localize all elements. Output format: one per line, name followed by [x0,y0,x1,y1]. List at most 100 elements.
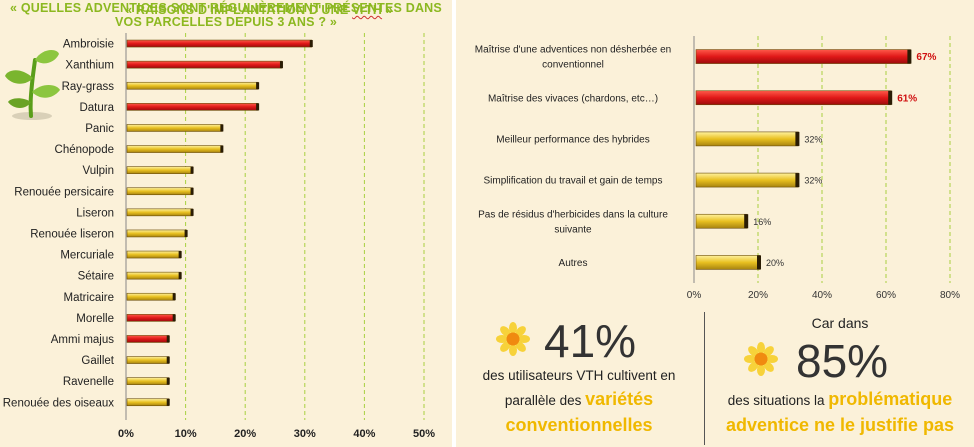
left-category-label: Xanthium [65,60,114,72]
left-chart-title: « QUELLES ADVENTICES SONT RÉGULIÈREMENT … [4,1,448,29]
info-right-line1-plain: des situations la [727,393,829,408]
left-bar-end [309,40,313,48]
right-category-label: suivante [554,224,592,235]
info-block-right: Car dans 85% des situations la problémat… [706,310,974,447]
right-x-tick-label: 80% [940,290,960,301]
left-bar [126,356,170,364]
right-bar-end [757,255,761,270]
left-bar-end [166,398,170,406]
left-category-label: Matricaire [64,292,114,304]
right-title-prefix: « RAISONS D'IMPLANTATION D'UNE [125,3,353,17]
info-right-line2: adventice ne le justifie pas [706,416,974,436]
info-left-line3: conventionnelles [456,416,702,436]
left-x-tick-label: 50% [413,428,435,440]
left-bar-end [184,229,188,237]
right-bar [695,213,748,229]
sun-flower-icon [496,322,530,356]
left-bar-end [190,166,194,174]
left-bar-end [166,335,170,343]
left-category-label: Vulpin [82,165,114,177]
left-category-label: Ray-grass [62,81,115,93]
info-right-highlight-problematique: problématique [828,389,953,409]
right-category-label: Pas de résidus d'herbicides dans la cult… [478,209,668,220]
info-right-line1: des situations la problématique [706,390,974,410]
left-bar [126,39,313,48]
left-bar [126,103,259,111]
right-bar [695,90,892,106]
left-category-label: Chénopode [55,144,114,156]
left-bar [126,60,283,69]
left-bar-end [178,272,182,280]
right-x-tick-label: 60% [876,290,896,301]
left-category-label: Ravenelle [63,376,114,388]
info-left-line2: parallèle des variétés [456,390,702,410]
right-bar-end [907,49,912,64]
left-bar-end [178,251,182,259]
info-left-highlight-varietes: variétés [585,389,654,409]
panel-gap [452,0,456,447]
right-data-label: 67% [916,52,936,63]
right-bar-end [795,131,800,146]
left-bar-end [256,103,260,111]
sun-flower-icon [744,342,778,376]
right-data-label: 61% [897,93,917,104]
info-left-highlight-conventionnelles: conventionnelles [505,415,653,435]
left-category-label: Ammi majus [51,334,115,346]
left-x-tick-label: 10% [175,428,197,440]
left-title-line1: « QUELLES ADVENTICES SONT RÉGULIÈREMENT … [10,1,442,15]
right-data-label: 16% [753,217,771,227]
left-category-label: Renouée persicaire [14,186,114,198]
left-category-label: Renouée des oiseaux [3,397,114,409]
left-bar [126,166,193,174]
left-bar [126,250,181,259]
left-bar-end [172,314,176,322]
right-category-label: Maîtrise des vivaces (chardons, etc…) [488,93,658,104]
left-x-tick-label: 30% [294,428,316,440]
right-data-label: 20% [766,258,784,268]
left-category-label: Mercuriale [60,250,114,262]
right-category-label: Meilleur performance des hybrides [496,134,649,145]
right-category-label: Autres [559,258,588,269]
left-bar-end [256,82,260,90]
left-bar [126,145,223,153]
right-bar-end [795,173,800,188]
plant-sprout-icon [5,50,60,120]
left-bar-end [166,377,170,385]
right-x-tick-label: 40% [812,290,832,301]
right-category-label: conventionnel [542,60,604,71]
left-bar-end [220,145,224,153]
left-bar [126,271,181,280]
left-bar [126,335,170,343]
right-bar [695,255,761,270]
left-category-label: Morelle [76,313,114,325]
left-bar [126,124,223,132]
left-bar [126,398,170,407]
info-divider [704,312,705,445]
left-bar-end [190,187,194,195]
left-panel [0,0,452,447]
right-x-tick-label: 20% [748,290,768,301]
left-bar [126,314,175,322]
right-category-label: Maîtrise d'une adventices non désherbée … [475,45,671,56]
info-left-line1: des utilisateurs VTH cultivent en [482,368,676,383]
left-x-tick-label: 20% [234,428,256,440]
percent-41: 41% [544,315,637,367]
left-category-label: Renouée liseron [30,228,114,240]
left-bar-chart: 0% 10% 20% 30% 40% 50% Ambroisie Xanthium Ray-gr… [3,33,435,440]
right-bar [695,131,799,147]
left-category-label: Gaillet [81,355,114,367]
left-bar [126,292,175,301]
left-category-label: Panic [85,123,114,135]
right-data-label: 32% [804,134,822,144]
left-bar-end [279,61,283,69]
right-bar [695,172,799,188]
left-bar-end [166,356,170,364]
left-title-line2: VOS PARCELLES DEPUIS 3 ANS ? » [114,15,337,29]
info-block-left: 41% des utilisateurs VTH cultivent en pa… [456,310,702,447]
right-bar [695,49,911,64]
left-category-label: Ambroisie [63,39,114,51]
left-bar-end [190,208,194,216]
left-bar-end [172,293,176,301]
info-left-line2-plain: parallèle des [504,393,586,408]
